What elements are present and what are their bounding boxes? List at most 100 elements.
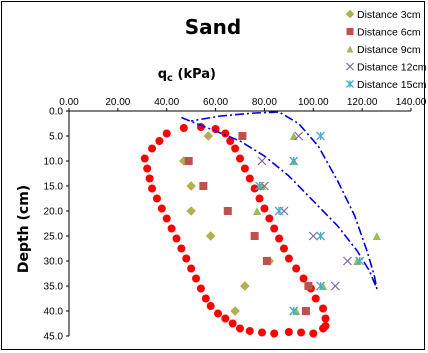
marker-star xyxy=(316,231,326,241)
marker-square xyxy=(199,182,208,190)
series-diamond xyxy=(179,131,275,316)
marker-x xyxy=(257,156,267,166)
red-outline-dot xyxy=(162,129,171,138)
red-outline-dot xyxy=(275,234,284,243)
y-axis-label: Depth (cm) xyxy=(16,185,32,273)
red-outline-dot xyxy=(245,327,254,335)
marker-diamond xyxy=(345,9,355,19)
marker-square xyxy=(301,307,310,315)
legend-label: Distance 3cm xyxy=(357,9,421,21)
marker-diamond xyxy=(240,281,250,291)
red-outline-dot xyxy=(162,214,171,223)
red-outline-dot xyxy=(182,254,191,263)
legend-label: Distance 6cm xyxy=(357,27,421,39)
y-tick-label: 35.0 xyxy=(44,282,64,293)
marker-star xyxy=(274,206,284,216)
y-tick-label: 10.0 xyxy=(44,157,64,168)
marker-square xyxy=(184,157,193,165)
x-axis-label: qc (kPa) xyxy=(158,67,216,84)
x-tick-label: 80.00 xyxy=(252,97,277,108)
legend-label: Distance 9cm xyxy=(357,44,421,56)
red-outline-dot xyxy=(265,214,274,223)
marker-triangle xyxy=(289,132,298,140)
red-outline-dot xyxy=(321,322,330,330)
x-axis-label-main: q xyxy=(158,67,167,82)
red-outline-dot xyxy=(311,294,320,303)
marker-square xyxy=(262,257,271,265)
marker-diamond xyxy=(203,131,213,141)
red-outline-dot xyxy=(187,264,196,273)
axes: 0.00 20.00 40.00 60.00 80.00 100.00 120.00 140.… xyxy=(44,97,427,343)
marker-diamond xyxy=(205,231,216,241)
y-tick-label: 30.0 xyxy=(44,257,64,268)
red-outline-dot xyxy=(270,224,279,233)
x-tick-label: 40.00 xyxy=(154,97,179,108)
marker-star xyxy=(255,181,265,191)
red-outline-dot xyxy=(309,329,318,338)
red-outline-dot xyxy=(140,154,149,163)
x-tick-label: 140.00 xyxy=(396,97,427,108)
y-tick-label: 15.0 xyxy=(44,182,64,193)
marker-x xyxy=(330,281,340,291)
marker-triangle xyxy=(253,207,262,215)
marker-diamond xyxy=(230,306,240,316)
red-outline-dot xyxy=(321,314,330,323)
y-tick-label: 20.0 xyxy=(44,207,64,218)
marker-x-stroke xyxy=(343,256,352,266)
red-outline-dot xyxy=(236,324,244,333)
data-points xyxy=(179,131,381,316)
marker-square xyxy=(304,282,313,290)
x-tick-label: 0.00 xyxy=(59,97,79,108)
marker-square xyxy=(223,207,232,215)
red-outline-dot xyxy=(319,304,328,313)
marker-square xyxy=(346,28,354,35)
legend-label: Distance 12cm xyxy=(357,62,427,74)
marker-square xyxy=(238,132,247,140)
legend: Distance 3cm Distance 6cm Distance 9cm Dist… xyxy=(345,9,427,91)
y-tick-label: 5.0 xyxy=(49,132,63,143)
red-outline-dot xyxy=(231,144,240,153)
marker-x-stroke xyxy=(257,156,267,166)
red-outline-dot xyxy=(148,144,157,153)
red-outline-dot xyxy=(179,124,188,132)
y-tick-label: 45.0 xyxy=(44,332,64,343)
marker-x xyxy=(346,62,354,71)
marker-diamond xyxy=(186,181,196,191)
red-outline-dot xyxy=(299,274,308,283)
red-outline-dot xyxy=(192,274,201,283)
x-axis-label-unit: (kPa) xyxy=(173,67,216,82)
marker-x xyxy=(343,256,352,266)
legend-item: Distance 12cm xyxy=(346,62,427,74)
y-tick-label: 25.0 xyxy=(44,232,64,243)
marker-triangle xyxy=(372,232,381,240)
marker-star xyxy=(316,281,326,291)
red-outline-dot xyxy=(226,137,235,145)
red-outline-dot xyxy=(148,184,157,193)
y-tick-label: 0.0 xyxy=(49,107,63,118)
chart-title: Sand xyxy=(185,15,241,39)
red-outline-dot xyxy=(250,184,259,193)
marker-star xyxy=(346,80,354,88)
red-outline-dot xyxy=(167,224,176,233)
red-outline-dot xyxy=(145,174,154,183)
marker-x-stroke xyxy=(330,281,340,291)
marker-star xyxy=(316,131,326,141)
red-outline-dot xyxy=(260,204,269,213)
blue-dashdot-curve xyxy=(181,111,378,290)
red-outline-dot xyxy=(292,264,301,273)
annotations xyxy=(140,111,378,338)
marker-star xyxy=(289,306,299,316)
red-outline-dot xyxy=(152,194,161,203)
x-axis-label-sub: c xyxy=(167,73,173,84)
marker-x xyxy=(308,231,318,241)
red-outline-dot xyxy=(201,294,210,303)
red-outline-dot xyxy=(221,129,230,138)
series-triangle xyxy=(253,132,381,315)
marker-x-stroke xyxy=(294,131,304,141)
marker-x xyxy=(294,131,304,141)
red-outline-dot xyxy=(240,164,249,173)
x-tick-label: 100.00 xyxy=(298,97,329,108)
red-outline-dot xyxy=(221,314,230,323)
red-outline-dot xyxy=(284,254,293,263)
